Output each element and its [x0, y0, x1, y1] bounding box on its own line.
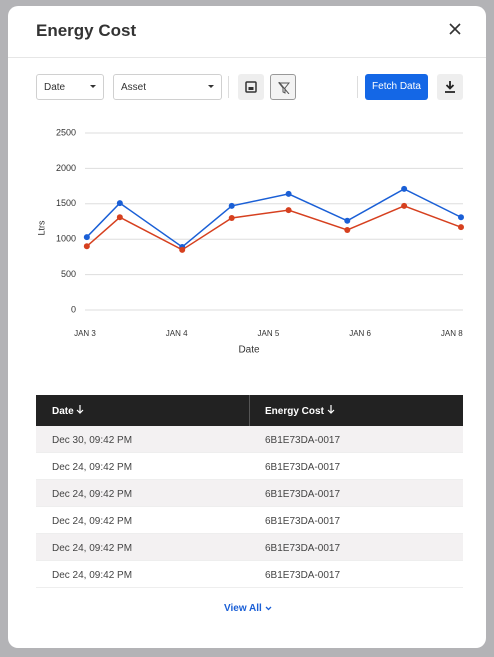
x-tick-label: JAN 4: [166, 329, 188, 338]
data-point: [116, 200, 123, 207]
data-point: [228, 214, 235, 221]
x-tick-label: JAN 5: [258, 329, 280, 338]
table-cell: Dec 24, 09:42 PM: [52, 570, 133, 581]
fetch-button[interactable]: Fetch Data: [365, 74, 428, 100]
data-point: [228, 202, 235, 209]
data-point: [401, 185, 408, 192]
table-header: Date Energy Cost: [36, 395, 463, 426]
data-point: [458, 214, 464, 221]
sort-icon: [77, 405, 84, 414]
table-row: Dec 30, 09:42 PM 6B1E73DA-0017: [36, 426, 463, 453]
x-tick-label: JAN 6: [349, 329, 371, 338]
save-icon: [245, 81, 257, 93]
chevron: [265, 606, 272, 611]
table-row: Dec 24, 09:42 PM 6B1E73DA-0017: [36, 480, 463, 507]
series-line: [86, 188, 462, 248]
download-button[interactable]: [437, 74, 463, 100]
chart: Date Ltrs 0 500 1000 1500 2000 2500 JAN 3 JAN 4…: [36, 127, 464, 356]
chevron: [90, 85, 96, 88]
y-tick-label: 1500: [56, 198, 76, 208]
y-tick-label: 500: [61, 269, 76, 279]
y-axis-label: Ltrs: [36, 220, 46, 236]
data-point: [285, 207, 292, 214]
x-tick-label: JAN 3: [74, 329, 96, 338]
data-point: [344, 217, 351, 224]
select-label: Date: [44, 82, 66, 93]
y-tick-label: 2500: [56, 127, 76, 137]
download-icon: [445, 81, 455, 93]
data-point: [458, 224, 464, 231]
data-point: [83, 234, 90, 241]
select-label: Asset: [121, 82, 147, 93]
column-divider: [249, 395, 250, 426]
separator: [357, 76, 358, 98]
table-cell: Dec 24, 09:42 PM: [52, 543, 133, 554]
table-cell: Dec 24, 09:42 PM: [52, 516, 133, 527]
filter-off-icon: [278, 82, 290, 94]
table-row: Dec 24, 09:42 PM 6B1E73DA-0017: [36, 534, 463, 561]
table-cell: 6B1E73DA-0017: [265, 543, 341, 554]
table-cell: 6B1E73DA-0017: [265, 570, 341, 581]
data-point: [179, 246, 186, 253]
data-point: [344, 226, 351, 233]
clear-filter-button[interactable]: [270, 74, 296, 100]
asset-select[interactable]: Asset: [113, 74, 222, 100]
column-header[interactable]: Date: [52, 405, 84, 417]
data-point: [401, 202, 408, 209]
table-row: Dec 24, 09:42 PM 6B1E73DA-0017: [36, 453, 463, 480]
y-tick-label: 0: [71, 304, 76, 314]
table-cell: 6B1E73DA-0017: [265, 516, 341, 527]
x-tick-label: JAN 8: [441, 329, 463, 338]
dialog: Energy Cost Date Asset Fetch Data Date L…: [8, 6, 486, 648]
data-point: [116, 214, 123, 221]
separator: [228, 76, 229, 98]
chevron: [208, 85, 214, 88]
link-text: View All: [224, 603, 262, 614]
column-title: Date: [52, 406, 74, 417]
table-cell: Dec 24, 09:42 PM: [52, 489, 133, 500]
sort-icon: [327, 405, 335, 414]
series-line: [86, 205, 462, 251]
x-axis-label: Date: [238, 345, 260, 356]
save-button[interactable]: [238, 74, 264, 100]
column-title: Energy Cost: [265, 406, 324, 417]
close-button[interactable]: [448, 22, 462, 36]
view-all-link[interactable]: View All: [224, 603, 272, 614]
data-point: [285, 190, 292, 197]
dialog-title: Energy Cost: [36, 21, 137, 40]
column-header[interactable]: Energy Cost: [265, 405, 335, 417]
data-point: [83, 243, 90, 250]
table-cell: Dec 30, 09:42 PM: [52, 435, 133, 446]
table-cell: 6B1E73DA-0017: [265, 435, 341, 446]
date-select[interactable]: Date: [36, 74, 104, 100]
table-cell: Dec 24, 09:42 PM: [52, 462, 133, 473]
y-tick-label: 2000: [56, 163, 76, 173]
table-cell: 6B1E73DA-0017: [265, 489, 341, 500]
table-cell: 6B1E73DA-0017: [265, 462, 341, 473]
y-tick-label: 1000: [56, 234, 76, 244]
table-row: Dec 24, 09:42 PM 6B1E73DA-0017: [36, 561, 463, 588]
table-row: Dec 24, 09:42 PM 6B1E73DA-0017: [36, 507, 463, 534]
divider: [8, 57, 486, 58]
